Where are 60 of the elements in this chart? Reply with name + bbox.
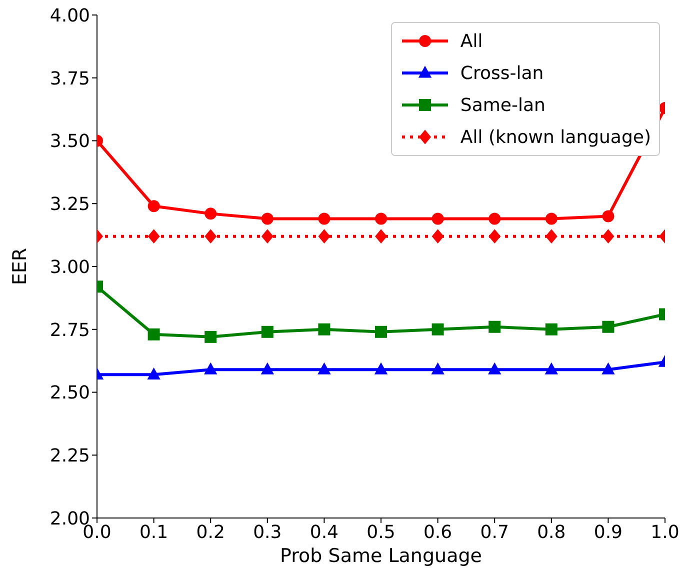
point (318, 229, 330, 244)
point (318, 212, 330, 225)
point (204, 229, 217, 244)
point (375, 212, 387, 225)
point (432, 229, 444, 244)
point (545, 229, 558, 244)
point (488, 229, 501, 244)
point (432, 212, 444, 225)
y-tick-label: 2.75 (50, 320, 90, 341)
point (488, 362, 502, 374)
y-tick-label: 3.50 (50, 131, 90, 152)
x-tick-label: 0.3 (253, 522, 282, 543)
point (374, 362, 388, 374)
y-tick-label: 3.00 (50, 256, 90, 278)
x-tick-label: 1.0 (650, 522, 680, 543)
x-tick-label: 0.8 (537, 522, 566, 543)
legend-label: Cross-lan (460, 62, 544, 84)
point (602, 210, 614, 222)
y-tick-label: 4.00 (50, 5, 90, 26)
point (148, 200, 160, 212)
point (432, 323, 444, 336)
point (602, 229, 614, 244)
y-tick-label: 2.25 (50, 446, 90, 467)
point (375, 229, 387, 244)
point (204, 362, 218, 374)
point (431, 362, 444, 374)
point (261, 212, 274, 225)
point (204, 208, 217, 220)
point (602, 362, 615, 374)
legend-label: All (460, 30, 483, 52)
legend-label: All (known language) (460, 126, 651, 148)
point (260, 362, 274, 374)
point (148, 328, 160, 340)
x-tick-label: 0.7 (480, 522, 509, 543)
point (545, 323, 558, 336)
point (147, 367, 160, 380)
y-axis-title: EER (9, 248, 31, 286)
x-tick-label: 0.2 (196, 522, 225, 543)
point (488, 212, 501, 225)
point (602, 320, 614, 333)
x-tick-label: 0.9 (594, 522, 623, 543)
point (318, 323, 330, 336)
x-axis-title: Prob Same Language (280, 545, 482, 567)
x-tick-label: 0.4 (310, 522, 339, 543)
point (318, 362, 331, 374)
point (148, 229, 160, 244)
x-tick-label: 0.5 (366, 522, 396, 543)
y-tick-label: 2.50 (50, 382, 90, 404)
point (261, 326, 274, 338)
point (488, 320, 501, 333)
point (261, 229, 274, 244)
x-tick-label: 0.6 (423, 522, 452, 543)
x-tick-label: 0.1 (139, 522, 168, 543)
legend-label: Same-lan (460, 94, 546, 116)
point (204, 330, 217, 343)
point (544, 362, 558, 374)
y-tick-label: 3.25 (50, 194, 90, 216)
point (545, 212, 558, 225)
y-tick-label: 3.75 (50, 68, 90, 90)
point (375, 326, 387, 338)
